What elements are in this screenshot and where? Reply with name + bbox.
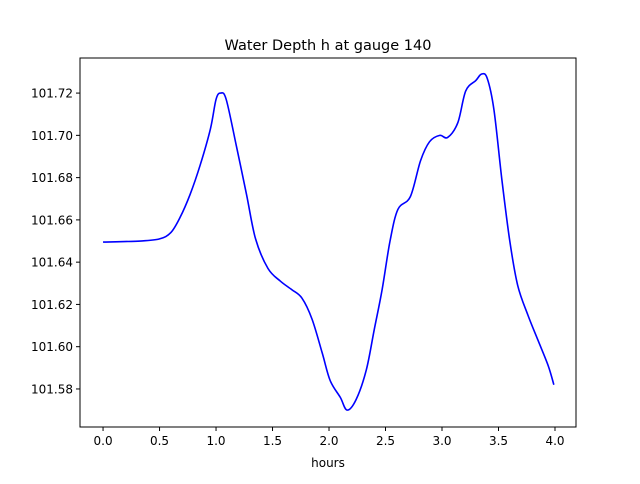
x-tick-label: 4.0 — [545, 434, 564, 448]
x-tick-label: 0.5 — [150, 434, 169, 448]
y-tick-label: 101.60 — [31, 340, 73, 354]
x-axis-label: hours — [311, 456, 345, 470]
x-tick-label: 3.0 — [432, 434, 451, 448]
x-tick-label: 3.5 — [489, 434, 508, 448]
y-tick-label: 101.66 — [31, 213, 73, 227]
y-tick-label: 101.62 — [31, 298, 73, 312]
y-tick-label: 101.72 — [31, 87, 73, 101]
axes-frame — [79, 57, 577, 428]
x-tick-label: 1.5 — [263, 434, 282, 448]
x-tick-label: 0.0 — [94, 434, 113, 448]
y-tick-label: 101.64 — [31, 256, 73, 270]
x-tick-label: 2.5 — [376, 434, 395, 448]
y-tick-label: 101.68 — [31, 171, 73, 185]
y-tick-label: 101.70 — [31, 129, 73, 143]
x-tick-label: 2.0 — [319, 434, 338, 448]
series-line-h — [103, 72, 555, 411]
x-tick-label: 1.0 — [206, 434, 225, 448]
y-tick-label: 101.58 — [31, 382, 73, 396]
chart-title: Water Depth h at gauge 140 — [225, 38, 432, 54]
